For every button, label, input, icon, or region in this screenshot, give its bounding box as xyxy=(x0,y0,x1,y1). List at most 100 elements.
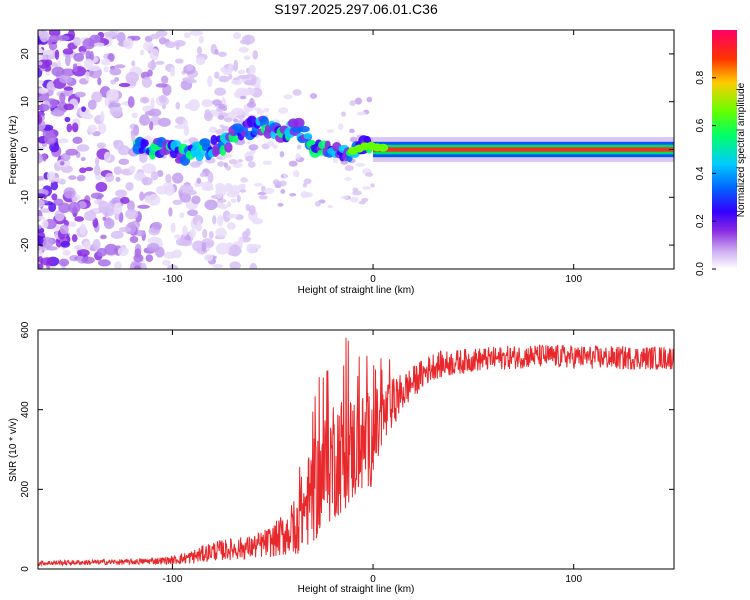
noise-blob xyxy=(110,79,117,85)
noise-blob xyxy=(217,115,225,120)
spectrogram-y-axis-label: Frequency (Hz) xyxy=(8,116,19,185)
noise-blob xyxy=(354,97,363,105)
noise-blob xyxy=(204,108,211,120)
noise-blob xyxy=(174,234,181,239)
noise-blob xyxy=(109,105,123,118)
noise-blob xyxy=(278,107,289,114)
noise-blob xyxy=(175,101,181,110)
noise-blob xyxy=(74,216,85,222)
noise-blob xyxy=(245,155,254,162)
noise-blob xyxy=(245,203,251,212)
noise-blob xyxy=(332,157,338,164)
noise-blob xyxy=(114,64,126,69)
noise-blob xyxy=(85,50,91,61)
noise-blob xyxy=(266,140,275,147)
colorbar-label: Normalized spectral amplitude xyxy=(736,82,747,217)
noise-blob xyxy=(147,194,161,206)
ridge-blob xyxy=(378,143,389,152)
noise-blob xyxy=(158,94,168,104)
noise-blob xyxy=(38,175,45,181)
noise-blob xyxy=(62,48,74,55)
noise-blob xyxy=(160,75,169,84)
colorbar-tick-label: 0.6 xyxy=(695,118,706,132)
noise-blob xyxy=(61,68,75,77)
spectrogram-x-tick-label: 0 xyxy=(370,274,376,285)
noise-blob xyxy=(120,196,130,204)
noise-blob xyxy=(51,62,58,68)
noise-blob xyxy=(182,225,188,237)
noise-blob xyxy=(79,167,87,174)
snr-x-tick-label: -100 xyxy=(162,574,182,585)
noise-blob xyxy=(65,54,71,67)
noise-blob xyxy=(38,61,43,66)
noise-blob xyxy=(232,32,242,40)
noise-blob xyxy=(109,67,122,76)
noise-blob xyxy=(162,182,174,191)
noise-blob xyxy=(83,58,94,69)
spectrogram-x-axis-label: Height of straight line (km) xyxy=(298,285,415,296)
noise-blob xyxy=(103,66,109,73)
noise-blob xyxy=(68,175,77,180)
noise-blob xyxy=(237,159,244,163)
noise-blob xyxy=(196,220,202,231)
noise-blob xyxy=(102,216,107,221)
noise-blob xyxy=(66,123,73,133)
noise-blob xyxy=(340,195,349,200)
noise-blob xyxy=(129,236,139,243)
noise-blob xyxy=(125,208,139,220)
noise-blob xyxy=(215,227,227,238)
snr-y-axis-label: SNR (10 * v/v) xyxy=(8,418,19,482)
noise-blob xyxy=(71,122,79,133)
noise-blob xyxy=(117,246,129,257)
noise-blob xyxy=(277,202,284,207)
noise-blob xyxy=(72,136,83,144)
noise-blob xyxy=(68,201,81,214)
noise-blob xyxy=(67,221,77,228)
noise-blob xyxy=(118,82,131,88)
noise-blob xyxy=(149,33,160,40)
noise-blob xyxy=(241,88,256,95)
colorbar: 0.0 0.2 0.4 0.6 0.8 Normalized spectral ampl… xyxy=(695,30,747,276)
spectrogram-y-tick-label: 10 xyxy=(20,96,31,108)
noise-blob xyxy=(81,113,94,120)
noise-blob xyxy=(63,187,76,199)
noise-blob xyxy=(149,48,160,61)
snr-series-line xyxy=(38,337,674,567)
noise-blob xyxy=(337,123,344,131)
noise-blob xyxy=(104,243,118,256)
noise-blob xyxy=(38,235,44,246)
colorbar-tick-label: 0.4 xyxy=(695,166,706,180)
snr-plot-area xyxy=(38,330,674,569)
noise-blob xyxy=(53,177,62,183)
noise-blob xyxy=(237,74,250,80)
noise-blob xyxy=(201,100,213,108)
noise-blob xyxy=(87,124,97,133)
noise-blob xyxy=(183,32,191,39)
noise-blob xyxy=(139,49,145,56)
spectrogram-x-tick-label: 100 xyxy=(565,274,582,285)
noise-blob xyxy=(218,75,230,83)
noise-blob xyxy=(46,82,55,90)
noise-blob xyxy=(94,175,103,181)
noise-blob xyxy=(113,202,123,215)
noise-blob xyxy=(60,153,71,162)
noise-blob xyxy=(260,185,266,193)
noise-blob xyxy=(352,187,359,192)
noise-blob xyxy=(244,109,249,117)
noise-blob xyxy=(364,172,374,177)
noise-blob xyxy=(93,42,105,47)
spectrogram-y-tick-label: -20 xyxy=(20,237,31,252)
noise-blob xyxy=(214,71,220,79)
noise-blob xyxy=(214,48,219,55)
noise-blob xyxy=(257,191,267,196)
noise-blob xyxy=(157,117,171,127)
noise-blob xyxy=(118,226,132,233)
noise-blob xyxy=(239,39,250,45)
noise-blob xyxy=(292,89,302,96)
noise-blob xyxy=(278,180,287,187)
noise-blob xyxy=(127,200,135,212)
band-core xyxy=(373,147,674,152)
noise-blob xyxy=(192,240,205,252)
noise-blob xyxy=(118,158,130,165)
noise-blob xyxy=(272,179,280,186)
